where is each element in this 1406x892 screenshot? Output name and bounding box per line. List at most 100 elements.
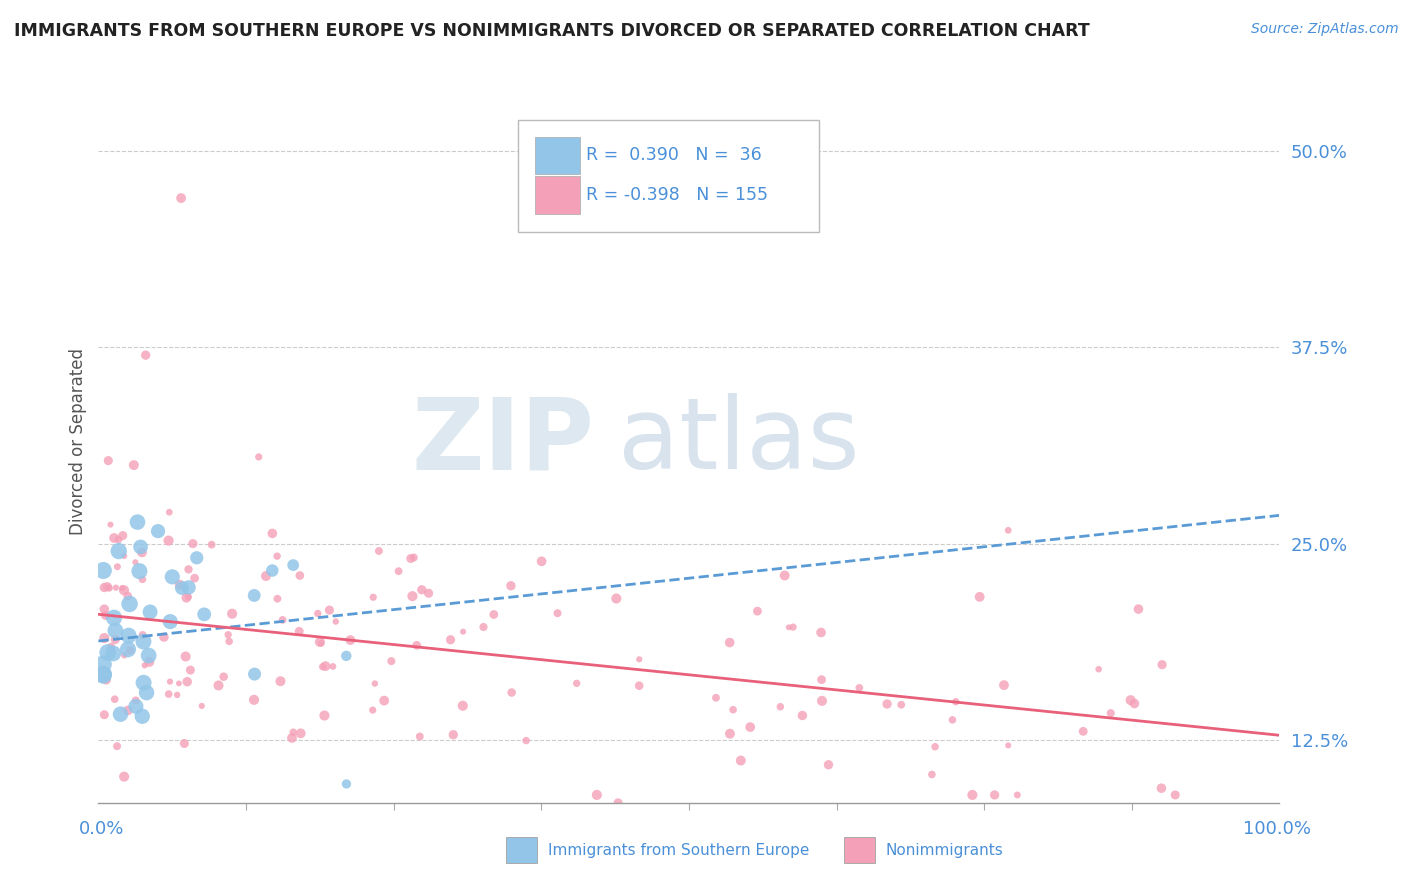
Point	[307, 607, 329, 621]
Point	[112, 583, 135, 598]
Point	[817, 757, 839, 772]
Point	[269, 674, 291, 689]
Point	[169, 577, 191, 591]
Point	[193, 607, 215, 622]
Point	[170, 581, 193, 595]
Text: ZIP: ZIP	[412, 393, 595, 490]
Point	[104, 692, 127, 706]
Point	[405, 638, 427, 652]
Point	[181, 536, 204, 550]
Text: Source: ZipAtlas.com: Source: ZipAtlas.com	[1251, 22, 1399, 37]
Point	[451, 698, 474, 713]
Point	[135, 685, 157, 699]
Point	[314, 708, 336, 723]
Point	[501, 685, 523, 699]
Point	[218, 634, 240, 648]
Point	[1087, 662, 1109, 676]
Point	[91, 668, 114, 682]
Point	[176, 591, 198, 605]
Point	[361, 703, 384, 717]
Point	[1099, 706, 1122, 720]
Text: Nonimmigrants: Nonimmigrants	[886, 843, 1004, 857]
Point	[122, 458, 145, 472]
Point	[308, 635, 330, 649]
Point	[325, 615, 347, 629]
Point	[1119, 693, 1142, 707]
Point	[586, 788, 609, 802]
Point	[207, 678, 229, 692]
Text: atlas: atlas	[619, 393, 859, 490]
Point	[247, 450, 270, 464]
Point	[159, 615, 181, 629]
Point	[718, 635, 741, 649]
Point	[1007, 788, 1029, 802]
Point	[388, 564, 411, 578]
Point	[565, 676, 588, 690]
Point	[166, 688, 188, 702]
Point	[810, 625, 832, 640]
Point	[243, 589, 266, 603]
Point	[373, 693, 395, 707]
Point	[212, 670, 235, 684]
Point	[93, 631, 115, 645]
Point	[499, 579, 522, 593]
Point	[135, 348, 157, 362]
Point	[312, 659, 335, 673]
Point	[105, 739, 128, 754]
Point	[747, 604, 769, 618]
Point	[243, 667, 266, 681]
Point	[103, 531, 125, 545]
Point	[945, 695, 967, 709]
Point	[107, 533, 129, 547]
Point	[243, 693, 266, 707]
Point	[177, 590, 200, 604]
Point	[281, 731, 304, 745]
Point	[730, 754, 752, 768]
Point	[200, 538, 222, 552]
Point	[439, 632, 461, 647]
Point	[367, 544, 389, 558]
Text: Immigrants from Southern Europe: Immigrants from Southern Europe	[548, 843, 810, 857]
Point	[399, 551, 422, 566]
Point	[217, 628, 239, 642]
Point	[157, 505, 180, 519]
Point	[179, 663, 201, 677]
Point	[117, 703, 139, 717]
Point	[402, 550, 425, 565]
Point	[93, 602, 115, 616]
Point	[128, 564, 150, 578]
Point	[183, 571, 205, 585]
Point	[628, 679, 651, 693]
Point	[451, 624, 474, 639]
Point	[117, 642, 139, 657]
Y-axis label: Divorced or Separated: Divorced or Separated	[69, 348, 87, 535]
Point	[380, 654, 402, 668]
Point	[1150, 781, 1173, 796]
Point	[110, 707, 132, 722]
Point	[941, 713, 963, 727]
Point	[1071, 724, 1094, 739]
Point	[103, 611, 125, 625]
Point	[778, 620, 800, 634]
Point	[283, 558, 305, 572]
Point	[262, 526, 284, 541]
Point	[254, 569, 277, 583]
Point	[318, 603, 340, 617]
Point	[125, 693, 148, 707]
Point	[628, 652, 651, 666]
Point	[811, 694, 834, 708]
Point	[125, 699, 148, 714]
Point	[104, 632, 127, 647]
Point	[704, 690, 727, 705]
Point	[1123, 697, 1146, 711]
Point	[921, 767, 943, 781]
Point	[157, 687, 180, 701]
Text: R = -0.398   N = 155: R = -0.398 N = 155	[586, 186, 768, 204]
Point	[97, 646, 120, 660]
Text: 0.0%: 0.0%	[79, 820, 124, 838]
Point	[132, 675, 155, 690]
Point	[924, 739, 946, 754]
Point	[111, 528, 134, 542]
Point	[94, 608, 117, 623]
Point	[290, 726, 312, 740]
